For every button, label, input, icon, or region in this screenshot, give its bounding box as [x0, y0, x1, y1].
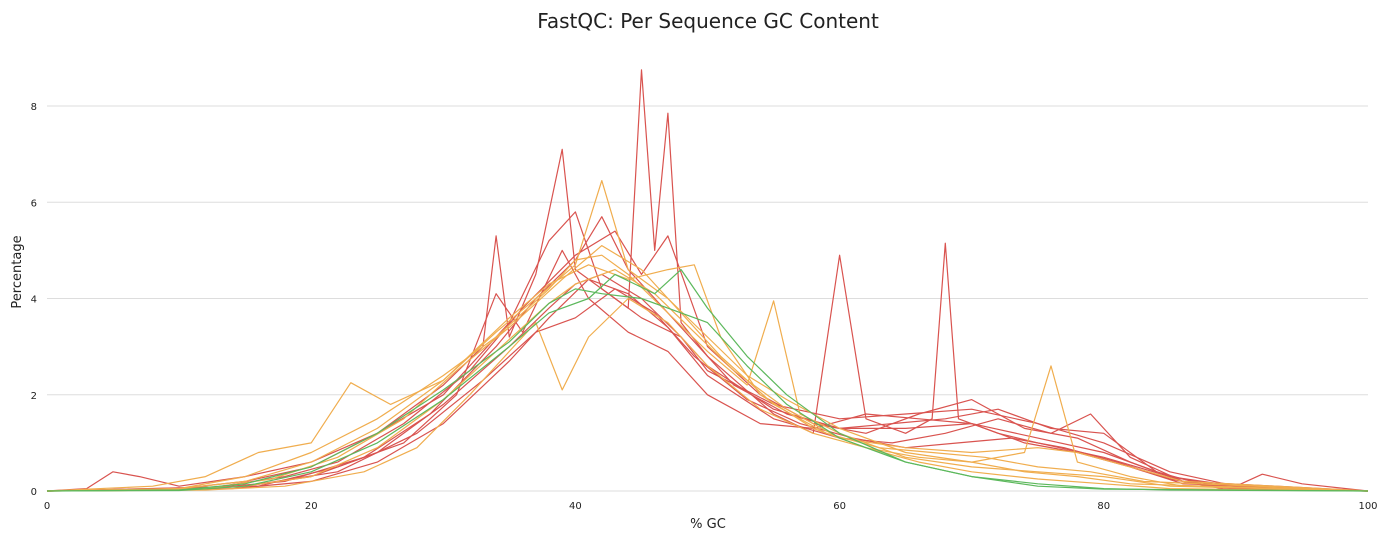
series-lines	[46, 69, 1369, 492]
x-axis-label: % GC	[690, 517, 726, 532]
x-tick-label: 0	[44, 501, 50, 512]
series-line-pass	[46, 269, 1369, 492]
series-line-pass	[46, 288, 1369, 492]
gridlines	[47, 105, 1368, 492]
series-line-warn	[46, 245, 1369, 492]
chart-title: FastQC: Per Sequence GC Content	[537, 9, 879, 33]
series-line-warn	[46, 269, 1369, 492]
series-line-warn	[46, 297, 1369, 492]
y-tick-label: 8	[31, 102, 37, 113]
series-line-fail	[46, 216, 1369, 492]
series-line-fail	[46, 249, 1369, 492]
y-tick-label: 0	[31, 487, 37, 498]
y-tick-label: 6	[31, 198, 37, 209]
series-line-warn	[46, 264, 1369, 492]
y-tick-label: 2	[31, 391, 37, 402]
series-line-fail	[46, 230, 1369, 492]
y-tick-labels: 0 2 4 6 8	[31, 102, 37, 498]
y-tick-label: 4	[31, 295, 37, 306]
x-tick-label: 40	[569, 501, 582, 512]
x-tick-label: 100	[1358, 501, 1377, 512]
series-line-fail	[46, 278, 1369, 492]
series-line-warn	[46, 180, 1369, 492]
series-line-fail	[46, 288, 1369, 492]
x-tick-label: 80	[1097, 501, 1110, 512]
series-line-fail	[46, 69, 1369, 492]
x-tick-label: 20	[305, 501, 318, 512]
x-tick-labels: 0 20 40 60 80 100	[44, 501, 1378, 512]
series-line-warn	[46, 254, 1369, 492]
y-axis-label: Percentage	[10, 235, 25, 308]
x-tick-label: 60	[833, 501, 846, 512]
